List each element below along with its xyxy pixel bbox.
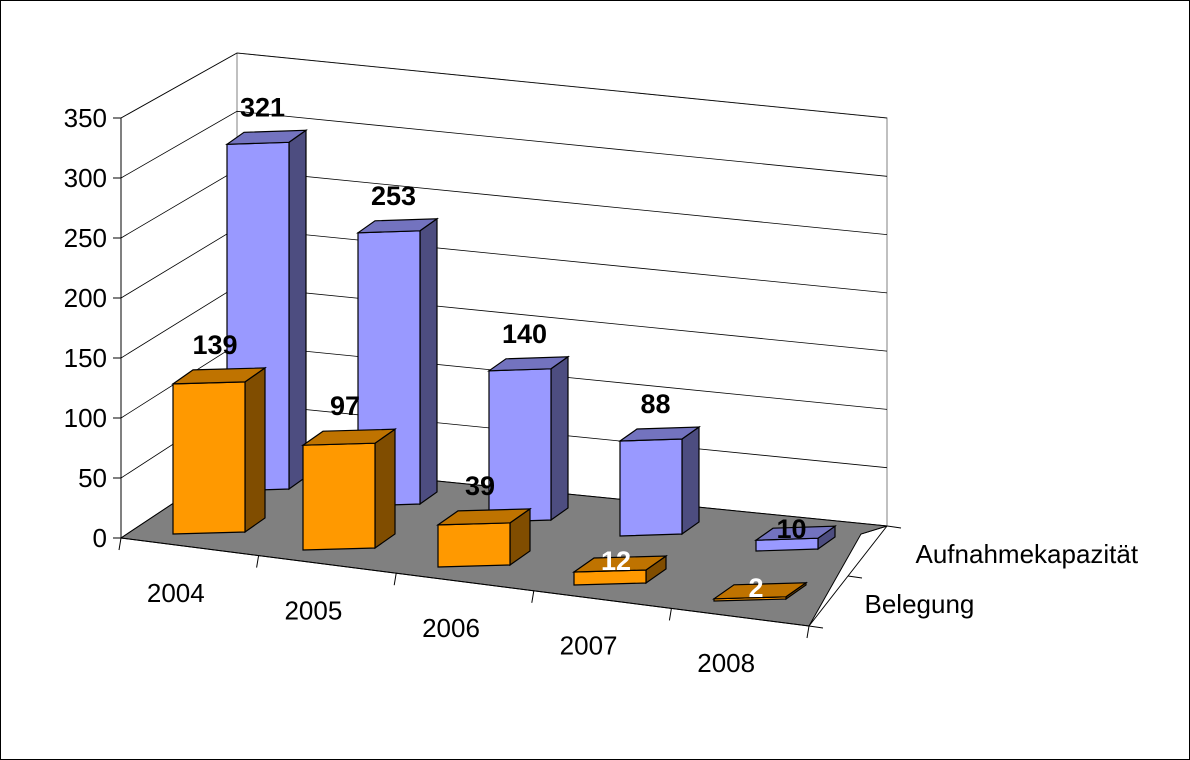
x-category-label: 2005	[284, 595, 342, 625]
bar-top	[572, 555, 668, 573]
y-tick-label: 250	[64, 223, 107, 253]
data-label: 253	[371, 181, 416, 211]
x-tick-mark	[118, 537, 122, 551]
y-tick-label: 350	[64, 103, 107, 133]
x-tick-mark	[393, 573, 397, 586]
data-label: 39	[465, 471, 495, 501]
bar-top	[712, 582, 808, 600]
data-label: 88	[640, 389, 670, 419]
bar-side	[681, 425, 700, 536]
y-tick-label: 200	[64, 283, 107, 313]
bar-front	[488, 368, 552, 523]
series-label: Aufnahmekapazität	[916, 539, 1139, 569]
data-label: 12	[601, 546, 631, 576]
depth-tick-mark	[886, 525, 902, 529]
x-tick-mark	[256, 555, 260, 568]
data-label: 321	[240, 92, 285, 122]
x-category-label: 2004	[147, 578, 205, 608]
data-label: 97	[330, 391, 360, 421]
bar-top	[171, 367, 267, 385]
bars	[171, 129, 837, 602]
bar-top	[436, 508, 532, 526]
bar-top	[618, 426, 701, 442]
bar-top	[225, 129, 308, 145]
y-tick-label: 150	[64, 343, 107, 373]
bar-top	[487, 356, 570, 372]
bar-top	[301, 428, 397, 446]
axes: 0 50 100 150 200 250 300 350 2004 2005 2006 2007 200…	[64, 103, 1139, 678]
labels: 321 253 140 88 10 139 97 39 12 2	[192, 92, 806, 603]
bar-top	[754, 525, 837, 541]
data-label: 2	[748, 573, 763, 603]
y-tick-label: 300	[64, 163, 107, 193]
gridline-300	[120, 110, 888, 179]
x-category-label: 2007	[560, 631, 618, 661]
y-tick-label: 100	[64, 403, 107, 433]
bar-top	[356, 218, 439, 234]
x-category-label: 2008	[697, 648, 755, 678]
x-tick-mark	[531, 590, 535, 603]
depth-tick-mark	[847, 575, 863, 579]
series-label: Belegung	[865, 589, 975, 619]
x-tick-mark	[806, 625, 810, 639]
depth-tick-mark	[808, 625, 824, 629]
bar-side	[374, 428, 396, 550]
bar-front	[437, 522, 511, 568]
y-tick-label: 50	[78, 463, 107, 493]
bar-front	[172, 381, 246, 535]
x-axis-line	[120, 537, 810, 627]
y-tick-label: 0	[93, 523, 107, 553]
bar-side	[419, 217, 438, 506]
bar-front	[302, 442, 376, 551]
x-category-label: 2006	[422, 613, 480, 643]
bar-side	[288, 129, 307, 491]
data-label: 140	[502, 319, 547, 349]
data-label: 10	[776, 514, 806, 544]
data-label: 139	[192, 330, 237, 360]
x-tick-mark	[668, 608, 672, 621]
gridline-350	[120, 52, 888, 119]
bar-side	[244, 366, 266, 534]
bar-front	[619, 438, 683, 537]
bar-side	[550, 355, 569, 522]
